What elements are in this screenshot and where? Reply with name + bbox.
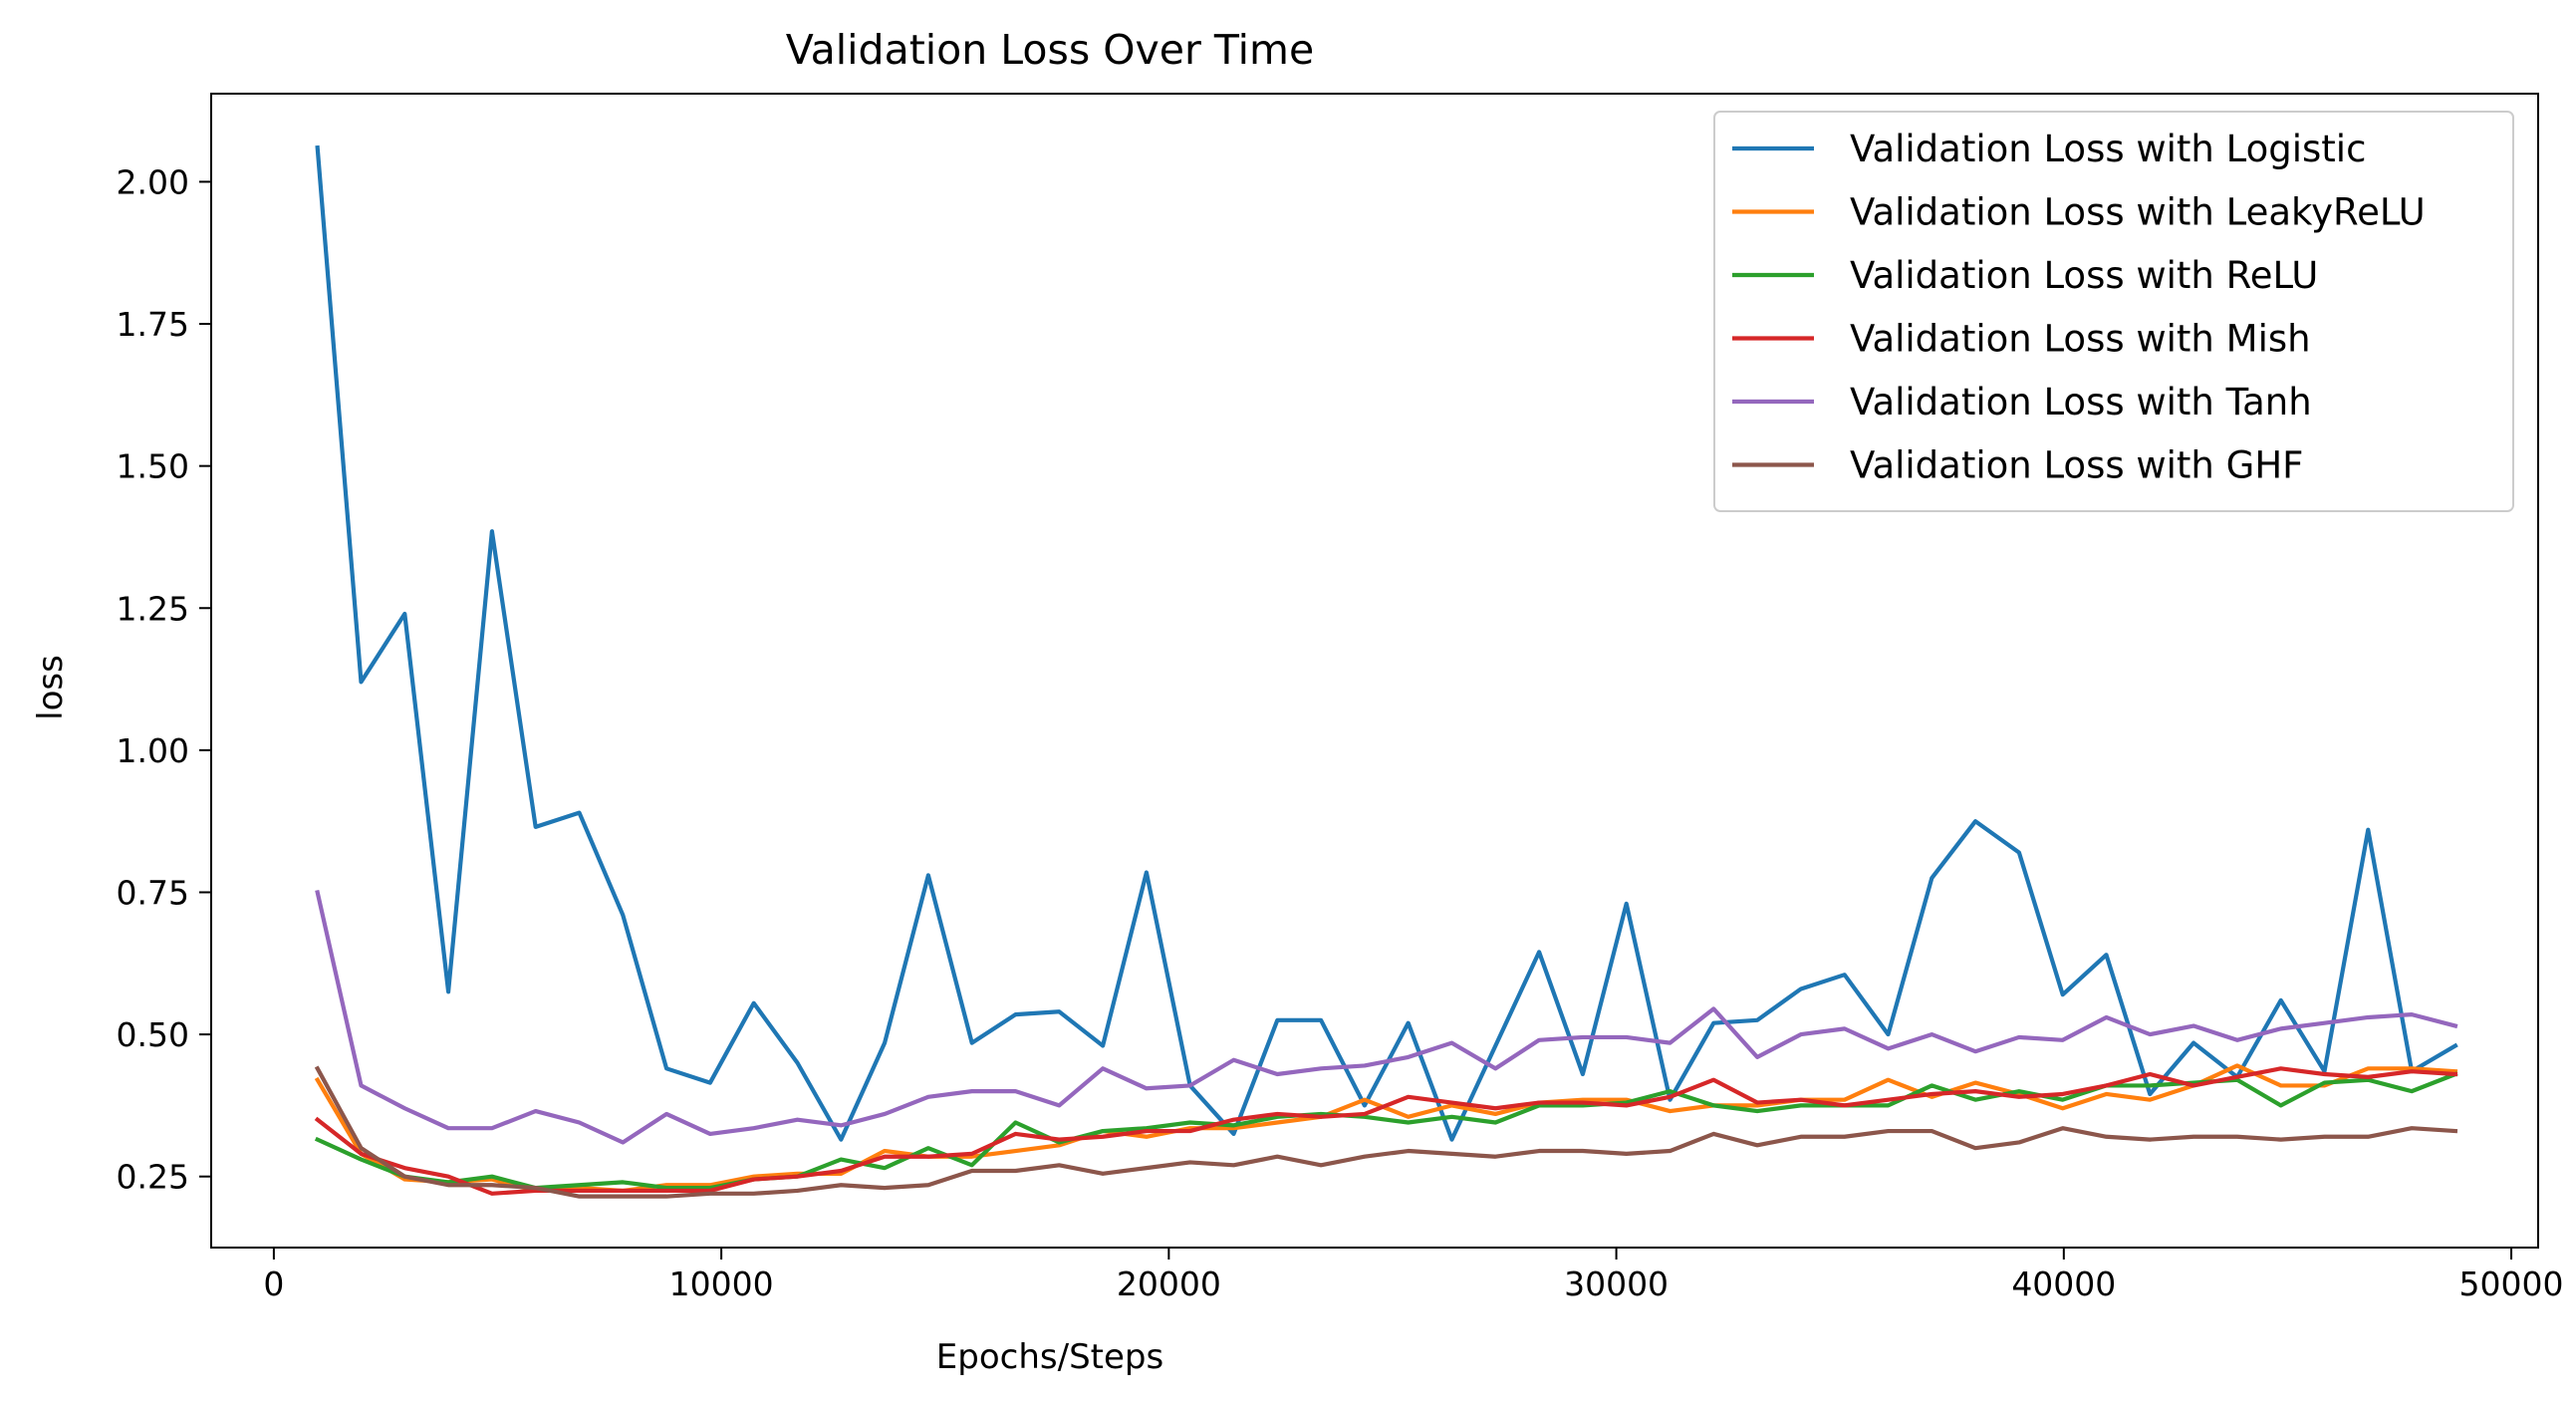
y-tick-label: 0.25 xyxy=(117,1158,189,1197)
y-tick-label: 2.00 xyxy=(117,162,189,201)
x-tick-label: 30000 xyxy=(1564,1265,1669,1303)
axes: 0 10000 20000 30000 40000 50000 0.25 0.50 0.75 1.… xyxy=(117,93,2564,1303)
legend-label-2: Validation Loss with LeakyReLU xyxy=(1850,191,2426,234)
x-tick-label: 50000 xyxy=(2459,1265,2564,1303)
y-tick-label: 1.75 xyxy=(117,305,189,344)
legend-label-6: Validation Loss with GHF xyxy=(1850,444,2303,487)
legend-box xyxy=(1713,111,2514,512)
legend-label-3: Validation Loss with ReLU xyxy=(1850,254,2318,297)
y-tick-label: 1.25 xyxy=(117,589,189,628)
plot-lines xyxy=(314,144,2458,1199)
legend-label-4: Validation Loss with Mish xyxy=(1850,318,2311,361)
chart-title: Validation Loss Over Time xyxy=(786,26,1314,74)
series-line-5 xyxy=(315,889,2458,1145)
legend: Validation Loss with Logistic Validation … xyxy=(1713,111,2514,512)
x-tick-label: 0 xyxy=(263,1265,284,1303)
x-axis-title: Epochs/Steps xyxy=(936,1337,1163,1377)
x-tick-label: 20000 xyxy=(1117,1265,1221,1303)
legend-label-5: Validation Loss with Tanh xyxy=(1850,381,2312,423)
series-line-4 xyxy=(314,1066,2458,1196)
legend-label-1: Validation Loss with Logistic xyxy=(1850,128,2366,170)
y-tick-label: 0.50 xyxy=(117,1015,189,1054)
plot-frame xyxy=(210,93,2539,1249)
series-line-6 xyxy=(314,1065,2458,1199)
x-tick-label: 40000 xyxy=(2011,1265,2116,1303)
series-line-1 xyxy=(315,144,2458,1142)
y-tick-label: 1.50 xyxy=(117,447,189,486)
y-tick-label: 1.00 xyxy=(117,731,189,770)
y-axis-title: loss xyxy=(31,655,71,720)
x-tick-label: 10000 xyxy=(669,1265,774,1303)
series-line-2 xyxy=(314,1063,2458,1194)
y-tick-label: 0.75 xyxy=(117,873,189,912)
